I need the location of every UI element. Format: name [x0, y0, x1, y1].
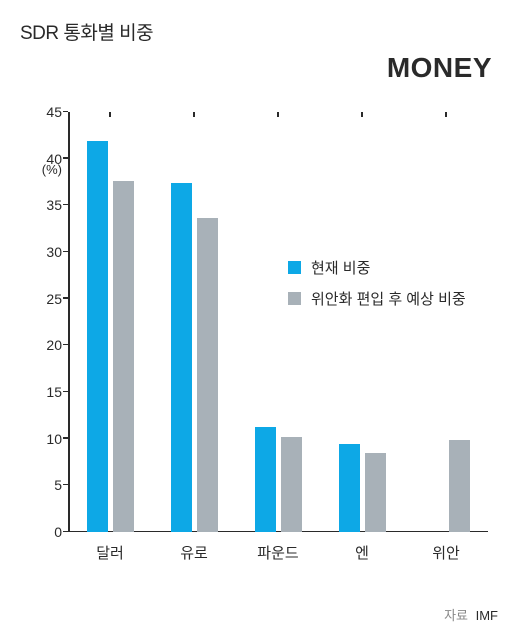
- bar: [113, 181, 134, 532]
- bar: [339, 444, 360, 532]
- y-tick-label: 15: [28, 384, 68, 400]
- plot-area: 0510152025303540(%)45달러유로파운드엔위안현재 비중위안화 …: [68, 112, 488, 532]
- y-tick-label: 35: [28, 197, 68, 213]
- bar: [87, 141, 108, 532]
- chart-container: 0510152025303540(%)45달러유로파운드엔위안현재 비중위안화 …: [20, 100, 500, 570]
- y-tick-label: 10: [28, 431, 68, 447]
- legend-swatch: [288, 292, 301, 305]
- bar: [197, 218, 218, 532]
- legend-item: 현재 비중: [288, 257, 466, 278]
- bar: [281, 437, 302, 532]
- y-tick-mark: [63, 157, 68, 159]
- brand-logo: MONEY: [387, 52, 492, 84]
- x-tick-label: 유로: [180, 532, 208, 563]
- x-tick-mark: [193, 112, 195, 117]
- y-tick-label: 45: [28, 104, 68, 120]
- source-value: IMF: [476, 608, 498, 623]
- y-tick-mark: [63, 297, 68, 299]
- x-tick-mark: [361, 112, 363, 117]
- legend-swatch: [288, 261, 301, 274]
- y-tick-label: 5: [28, 477, 68, 493]
- y-tick-mark: [63, 531, 68, 533]
- x-tick-label: 파운드: [257, 532, 298, 563]
- legend-label: 위안화 편입 후 예상 비중: [311, 288, 466, 309]
- x-tick-label: 위안: [432, 532, 460, 563]
- y-tick-mark: [63, 204, 68, 206]
- source-label: 자료: [444, 608, 468, 623]
- y-tick-mark: [63, 111, 68, 113]
- y-tick-mark: [63, 344, 68, 346]
- y-tick-label: 20: [28, 337, 68, 353]
- y-axis-line: [68, 112, 70, 532]
- bar: [171, 183, 192, 532]
- y-tick-label: 0: [28, 524, 68, 540]
- bar: [449, 440, 470, 532]
- y-tick-mark: [63, 251, 68, 253]
- y-unit-label: (%): [28, 162, 68, 177]
- y-tick-mark: [63, 484, 68, 486]
- x-tick-mark: [277, 112, 279, 117]
- y-tick-mark: [63, 437, 68, 439]
- x-tick-mark: [445, 112, 447, 117]
- legend-label: 현재 비중: [311, 257, 370, 278]
- y-tick-mark: [63, 391, 68, 393]
- legend: 현재 비중위안화 편입 후 예상 비중: [288, 257, 466, 319]
- x-tick-label: 엔: [355, 532, 369, 563]
- x-tick-mark: [109, 112, 111, 117]
- bar: [255, 427, 276, 532]
- x-tick-label: 달러: [96, 532, 124, 563]
- legend-item: 위안화 편입 후 예상 비중: [288, 288, 466, 309]
- bar: [365, 453, 386, 532]
- source-credit: 자료 IMF: [444, 605, 498, 624]
- chart-title: SDR 통화별 비중: [20, 18, 500, 45]
- y-tick-label: 30: [28, 244, 68, 260]
- y-tick-label: 25: [28, 291, 68, 307]
